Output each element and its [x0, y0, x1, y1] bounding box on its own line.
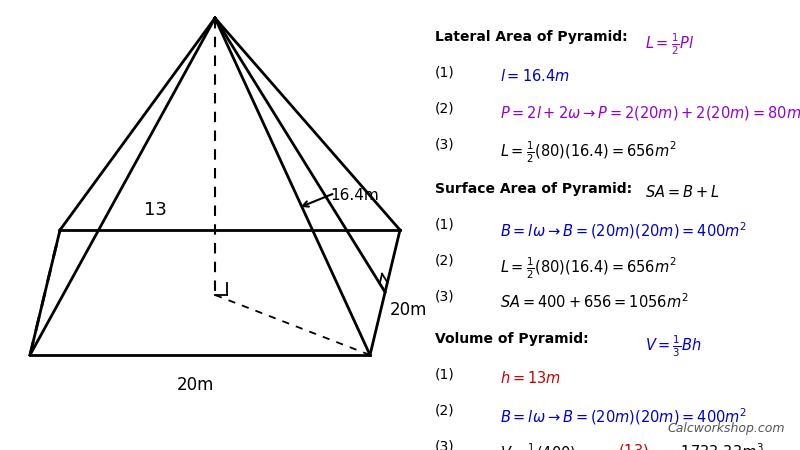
Text: 13: 13	[143, 201, 166, 219]
Text: $L=\frac{1}{2}\left(80\right)\left(16.4\right)=656m^{2}$: $L=\frac{1}{2}\left(80\right)\left(16.4\…	[500, 256, 677, 281]
Text: (2): (2)	[435, 404, 454, 418]
Text: 20m: 20m	[176, 376, 214, 394]
Text: (3): (3)	[435, 138, 454, 152]
Text: Surface Area of Pyramid:: Surface Area of Pyramid:	[435, 182, 632, 196]
Text: $\left(13\right)$: $\left(13\right)$	[618, 442, 649, 450]
Text: $h=13m$: $h=13m$	[500, 370, 561, 386]
Text: $SA=400+656=1056m^{2}$: $SA=400+656=1056m^{2}$	[500, 292, 689, 310]
Text: $B=l\omega\rightarrow B=\left(20m\right)\left(20m\right)=400m^{2}$: $B=l\omega\rightarrow B=\left(20m\right)…	[500, 406, 747, 427]
Text: Volume of Pyramid:: Volume of Pyramid:	[435, 332, 589, 346]
Text: $=1733.33m^{3}$: $=1733.33m^{3}$	[663, 442, 764, 450]
Text: Lateral Area of Pyramid:: Lateral Area of Pyramid:	[435, 30, 628, 44]
Text: $L=\frac{1}{2}\left(80\right)\left(16.4\right)=656m^{2}$: $L=\frac{1}{2}\left(80\right)\left(16.4\…	[500, 140, 677, 165]
Text: (3): (3)	[435, 290, 454, 304]
Text: $SA=B+L$: $SA=B+L$	[645, 184, 719, 200]
Text: $V=\frac{1}{3}\left(400\right)$: $V=\frac{1}{3}\left(400\right)$	[500, 442, 576, 450]
Text: 20m: 20m	[390, 301, 427, 319]
Text: 16.4m: 16.4m	[330, 188, 378, 203]
Text: $L=\frac{1}{2}Pl$: $L=\frac{1}{2}Pl$	[645, 32, 694, 57]
Text: (1): (1)	[435, 368, 454, 382]
Text: $P=2l+2\omega\rightarrow P=2\left(20m\right)+2\left(20m\right)=80m$: $P=2l+2\omega\rightarrow P=2\left(20m\ri…	[500, 104, 800, 122]
Text: $B=l\omega\rightarrow B=\left(20m\right)\left(20m\right)=400m^{2}$: $B=l\omega\rightarrow B=\left(20m\right)…	[500, 220, 747, 241]
Text: $l=16.4m$: $l=16.4m$	[500, 68, 570, 84]
Text: (3): (3)	[435, 440, 454, 450]
Text: Calcworkshop.com: Calcworkshop.com	[667, 422, 785, 435]
Text: $V=\frac{1}{3}Bh$: $V=\frac{1}{3}Bh$	[645, 334, 702, 360]
Text: (1): (1)	[435, 66, 454, 80]
Text: (2): (2)	[435, 254, 454, 268]
Text: (1): (1)	[435, 218, 454, 232]
Text: (2): (2)	[435, 102, 454, 116]
